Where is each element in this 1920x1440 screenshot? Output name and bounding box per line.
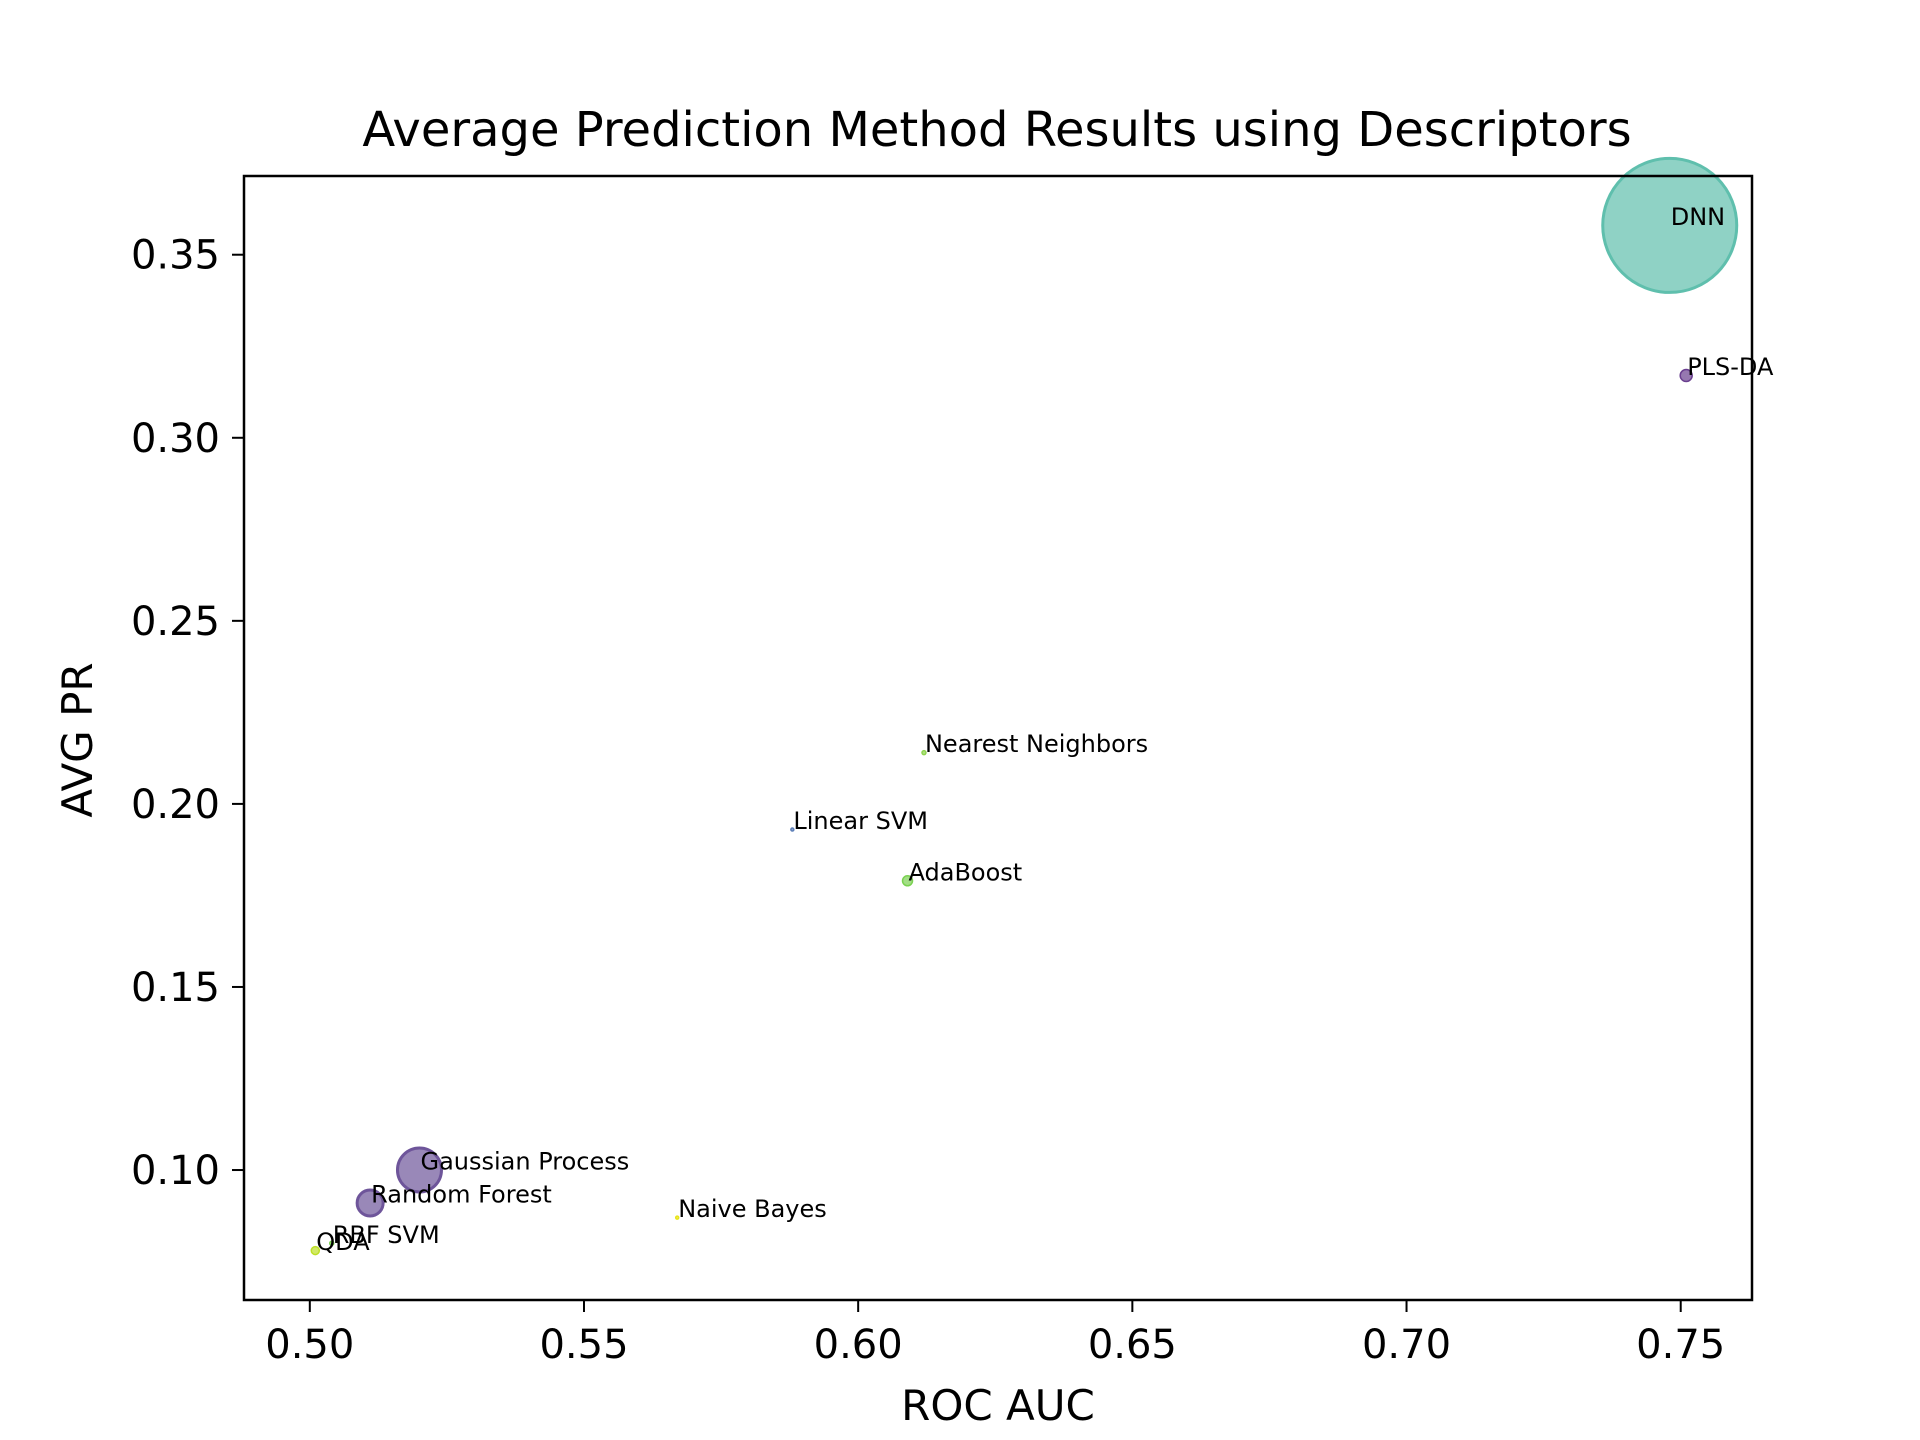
point-label-qda: QDA xyxy=(316,1228,370,1256)
x-axis: 0.50 0.55 0.60 0.65 0.70 0.75 xyxy=(265,1300,1725,1368)
plot-frame xyxy=(242,174,1754,1302)
point-linear-svm xyxy=(790,827,795,832)
point-pls-da xyxy=(1679,368,1693,383)
x-tick-label: 0.65 xyxy=(1088,1322,1177,1368)
point-label-dnn: DNN xyxy=(1671,203,1725,231)
point-label-gaussian-process: Gaussian Process xyxy=(420,1148,629,1176)
point-adaboost xyxy=(901,875,914,887)
y-axis: 0.10 0.15 0.20 0.25 0.30 0.35 xyxy=(131,233,244,1194)
point-label-rbf-svm: RBF SVM xyxy=(333,1221,440,1249)
point-dnn xyxy=(1601,156,1739,294)
y-tick-label: 0.15 xyxy=(131,965,220,1011)
y-tick-label: 0.35 xyxy=(131,233,220,279)
point-random-forest xyxy=(355,1188,385,1218)
y-axis-title: AVG PR xyxy=(53,662,102,817)
point-label-naive-bayes: Naive Bayes xyxy=(678,1195,827,1223)
point-rbf-svm xyxy=(328,1240,335,1247)
x-tick-label: 0.60 xyxy=(814,1322,903,1368)
x-tick-label: 0.50 xyxy=(265,1322,354,1368)
point-labels-layer: DNN PLS-DA Nearest Neighbors Linear SVM AdaB… xyxy=(316,203,1774,1256)
points-layer xyxy=(310,156,1739,1256)
point-label-pls-da: PLS-DA xyxy=(1687,353,1774,381)
point-naive-bayes xyxy=(674,1215,680,1220)
y-tick-label: 0.30 xyxy=(131,416,220,462)
point-label-nearest-neighbors: Nearest Neighbors xyxy=(925,730,1148,758)
chart-title: Average Prediction Method Results using … xyxy=(362,102,1631,158)
point-label-linear-svm: Linear SVM xyxy=(793,807,928,835)
point-qda xyxy=(310,1245,321,1256)
point-label-random-forest: Random Forest xyxy=(371,1180,552,1208)
y-tick-label: 0.25 xyxy=(131,599,220,645)
point-nearest-neighbors xyxy=(921,749,927,756)
x-tick-label: 0.55 xyxy=(539,1322,628,1368)
y-tick-label: 0.10 xyxy=(131,1148,220,1194)
point-label-adaboost: AdaBoost xyxy=(909,858,1023,886)
x-tick-label: 0.70 xyxy=(1362,1322,1451,1368)
x-axis-title: ROC AUC xyxy=(901,1381,1095,1430)
y-tick-label: 0.20 xyxy=(131,782,220,828)
x-tick-label: 0.75 xyxy=(1636,1322,1725,1368)
point-gaussian-process xyxy=(395,1146,443,1194)
